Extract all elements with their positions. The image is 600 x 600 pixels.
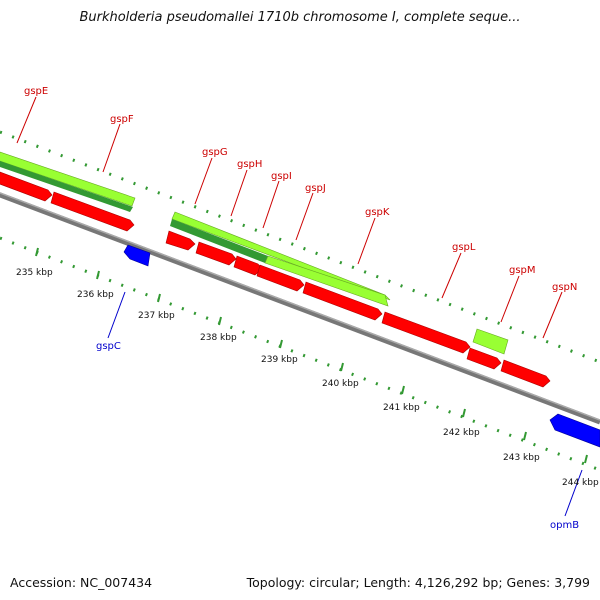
kbp-label: 237 kbp (138, 311, 175, 321)
kbp-label: 240 kbp (322, 379, 359, 389)
gene-label: gspI (271, 171, 292, 182)
gene-label: gspH (237, 159, 262, 170)
gene-label: gspK (365, 207, 390, 218)
reverse-labels: gspC opmB (96, 341, 579, 531)
gene-label: gspJ (305, 183, 326, 194)
kbp-ticks (35, 247, 588, 464)
kbp-label: 244 kbp (562, 478, 599, 488)
gene-label: gspL (452, 242, 476, 253)
kbp-label: 235 kbp (16, 268, 53, 278)
gene-label: gspF (110, 114, 134, 125)
kbp-labels: 235 kbp 236 kbp 237 kbp 238 kbp 239 kbp … (16, 268, 599, 488)
outer-dotted-track (0, 130, 600, 364)
feature-bars (0, 151, 509, 355)
forward-leaders (16, 96, 563, 339)
reverse-leaders (107, 291, 583, 517)
map-title: Burkholderia pseudomallei 1710b chromoso… (79, 10, 521, 25)
kbp-label: 238 kbp (200, 333, 237, 343)
gene-label: opmB (550, 520, 579, 531)
backbone (0, 192, 600, 425)
kbp-label: 242 kbp (443, 428, 480, 438)
gene-label: gspG (202, 147, 228, 158)
reverse-cds-arrows (123, 244, 600, 448)
kbp-label: 243 kbp (503, 453, 540, 463)
gene-label: gspC (96, 341, 121, 352)
gene-label: gspE (24, 86, 48, 97)
gene-label: gspN (552, 282, 577, 293)
kbp-label: 241 kbp (383, 403, 420, 413)
forward-labels: gspE gspF gspG gspH gspI gspJ gspK gspL … (24, 86, 577, 293)
accession-text: Accession: NC_007434 (10, 575, 153, 590)
forward-cds-arrows (0, 171, 551, 388)
kbp-label: 239 kbp (261, 355, 298, 365)
topology-summary: Topology: circular; Length: 4,126,292 bp… (246, 575, 590, 590)
gene-label: gspM (509, 265, 536, 276)
kbp-label: 236 kbp (77, 290, 114, 300)
